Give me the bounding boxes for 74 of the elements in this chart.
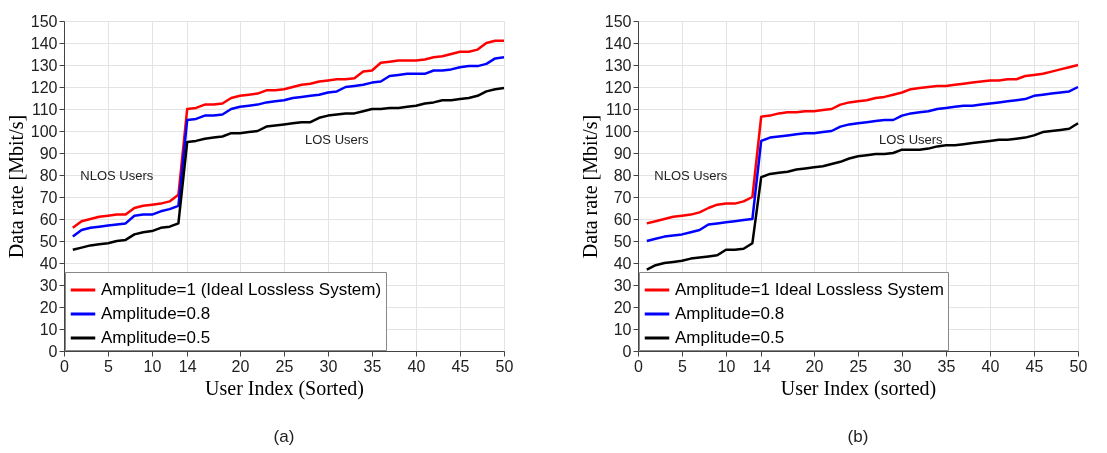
legend-label: Amplitude=0.8: [675, 304, 785, 323]
y-tick-label: 110: [31, 100, 58, 118]
y-tick-label: 140: [604, 34, 632, 52]
y-tick-label: 100: [604, 122, 632, 140]
y-tick-label: 40: [613, 254, 632, 272]
y-tick-label: 120: [30, 78, 58, 96]
y-tick-label: 130: [30, 56, 58, 74]
text: (a): [273, 426, 295, 446]
y-tick-label: 70: [613, 188, 632, 206]
x-tick-label: 0: [60, 357, 70, 375]
x-tick-label: 50: [1069, 357, 1088, 375]
line-series: [645, 122, 1080, 271]
x-tick-label: 5: [678, 357, 688, 375]
y-axis-title: Data rate [Mbit/s]: [4, 114, 27, 259]
y-axis-title: Data rate [Mbit/s]: [578, 114, 601, 259]
y-tick-label: 90: [39, 144, 58, 162]
x-tick-label: 35: [937, 357, 956, 375]
y-tick-label: 60: [613, 210, 632, 228]
y-tick-label: 80: [39, 166, 58, 184]
x-tick-label: 45: [1025, 357, 1044, 375]
line-series: [645, 63, 1080, 225]
y-tick-label: 0: [622, 342, 632, 360]
y-tick-label: 140: [30, 34, 58, 52]
y-tick-label: 10: [613, 320, 632, 338]
x-axis-title: User Index (sorted): [780, 376, 937, 400]
y-tick-label: 30: [613, 276, 632, 294]
y-tick-label: 90: [613, 144, 632, 162]
line-series: [645, 85, 1080, 243]
x-tick-label: 0: [634, 357, 644, 375]
legend-label: Amplitude=0.8: [101, 304, 211, 323]
x-tick-label: 45: [451, 357, 470, 375]
y-tick-label: 100: [30, 122, 58, 140]
x-tick-label: 10: [717, 357, 736, 375]
y-tick-label: 70: [39, 188, 58, 206]
y-tick-label: 10: [39, 320, 58, 338]
annotation: LOS Users: [879, 131, 944, 147]
legend-label: Amplitude=1 Ideal Lossless System: [675, 280, 944, 299]
y-tick-label: 50: [613, 232, 632, 250]
y-tick-label: 120: [604, 78, 632, 96]
y-tick-label: 110: [605, 100, 632, 118]
y-tick-label: 20: [613, 298, 632, 316]
annotation: NLOS Users: [80, 168, 154, 184]
legend-label: Amplitude=0.5: [675, 328, 785, 347]
x-tick-label: 14: [752, 357, 771, 375]
x-tick-label: 14: [178, 357, 197, 375]
x-tick-label: 20: [231, 357, 250, 375]
x-tick-label: 30: [319, 357, 338, 375]
text: (b): [847, 426, 869, 446]
y-tick-label: 60: [39, 210, 58, 228]
annotation: LOS Users: [305, 131, 370, 147]
y-tick-label: 130: [604, 56, 632, 74]
y-tick-label: 40: [39, 254, 58, 272]
y-tick-label: 0: [48, 342, 58, 360]
x-tick-label: 50: [495, 357, 514, 375]
x-axis-title: User Index (Sorted): [205, 376, 364, 400]
x-tick-label: 30: [893, 357, 912, 375]
y-tick-label: 20: [39, 298, 58, 316]
x-tick-label: 40: [407, 357, 426, 375]
legend-label: Amplitude=0.5: [101, 328, 211, 347]
y-tick-label: 150: [30, 12, 58, 30]
line-series: [71, 86, 506, 252]
x-tick-label: 40: [981, 357, 1000, 375]
x-tick-label: 20: [805, 357, 824, 375]
x-tick-label: 10: [143, 357, 162, 375]
x-tick-label: 25: [275, 357, 294, 375]
y-tick-label: 150: [604, 12, 632, 30]
x-tick-label: 35: [363, 357, 382, 375]
y-tick-label: 30: [39, 276, 58, 294]
x-tick-label: 25: [849, 357, 868, 375]
y-tick-label: 50: [39, 232, 58, 250]
legend-label: Amplitude=1 (Ideal Lossless System): [101, 280, 382, 299]
x-tick-label: 5: [104, 357, 114, 375]
y-tick-label: 80: [613, 166, 632, 184]
annotation: NLOS Users: [654, 168, 728, 184]
